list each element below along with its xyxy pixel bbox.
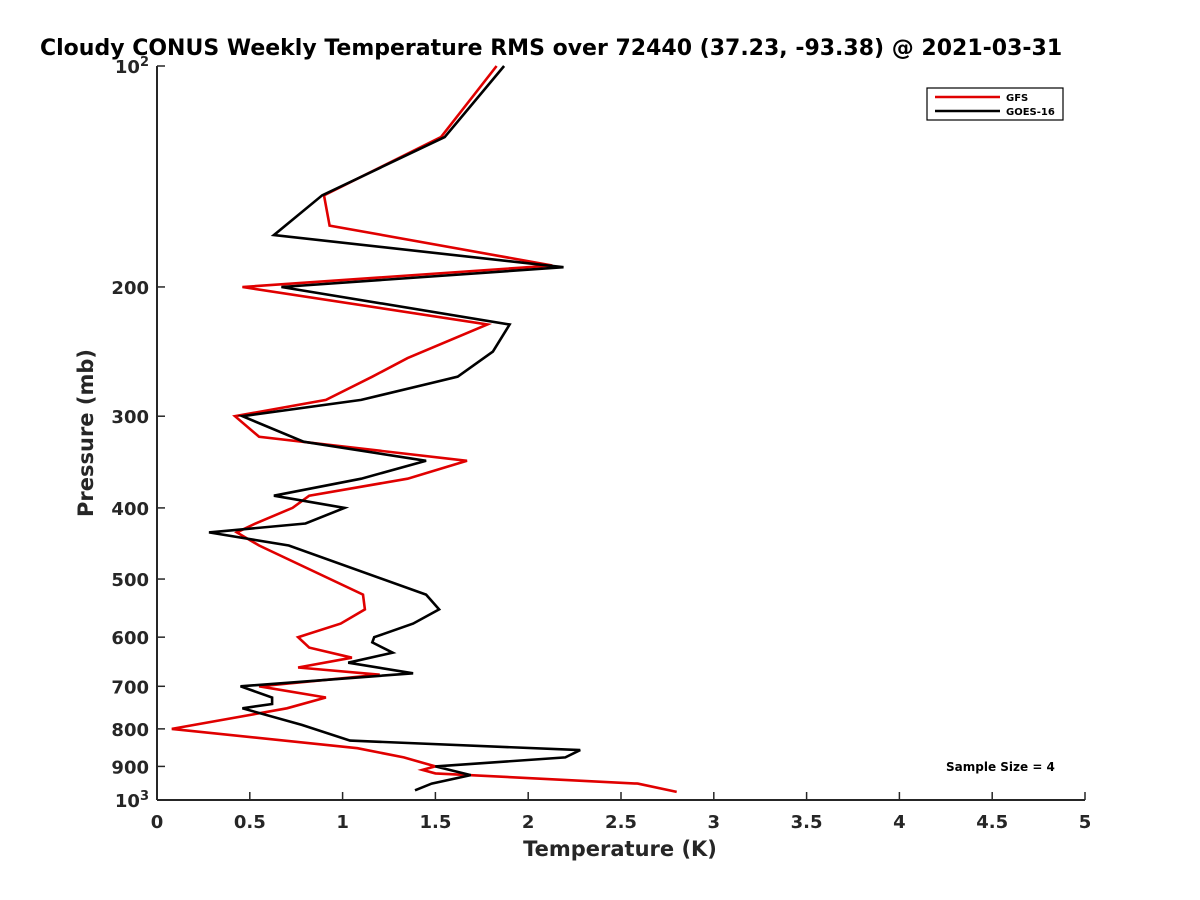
x-tick-label: 1.5 xyxy=(419,812,451,833)
y-tick-label: 400 xyxy=(111,499,149,520)
x-axis: 0 0.5 1 1.5 2 2.5 3 3.5 4 4.5 5 xyxy=(151,792,1092,833)
y-tick-label: 700 xyxy=(111,677,149,698)
x-tick-label: 2 xyxy=(522,812,535,833)
x-tick-label: 4.5 xyxy=(976,812,1008,833)
x-tick-label: 3 xyxy=(708,812,721,833)
y-tick-label: 800 xyxy=(111,720,149,741)
y-tick-label: 300 xyxy=(111,407,149,428)
series-line-gfs xyxy=(171,65,677,794)
x-tick-label: 3.5 xyxy=(791,812,823,833)
x-axis-label: Temperature (K) xyxy=(523,837,717,861)
legend: GFS GOES-16 xyxy=(926,87,1064,121)
legend-box xyxy=(926,87,1064,121)
y-tick-label: 600 xyxy=(111,628,149,649)
x-tick-label: 0.5 xyxy=(234,812,266,833)
series-line-goes16 xyxy=(208,65,581,792)
x-tick-label: 2.5 xyxy=(605,812,637,833)
sample-size-annotation: Sample Size = 4 xyxy=(946,760,1055,774)
y-tick-label: 200 xyxy=(111,278,149,299)
x-tick-label: 5 xyxy=(1079,812,1092,833)
x-tick-label: 4 xyxy=(893,812,906,833)
x-tick-label: 0 xyxy=(151,812,164,833)
y-tick-label: 103 xyxy=(115,789,149,813)
legend-label-goes16: GOES-16 xyxy=(1006,107,1055,118)
series-group xyxy=(171,65,677,794)
chart-title: Cloudy CONUS Weekly Temperature RMS over… xyxy=(40,36,1062,61)
y-tick-label: 900 xyxy=(111,757,149,778)
y-tick-label: 500 xyxy=(111,570,149,591)
y-axis-label: Pressure (mb) xyxy=(74,349,98,517)
legend-label-gfs: GFS xyxy=(1006,93,1028,104)
x-tick-label: 1 xyxy=(336,812,349,833)
y-tick-label: 102 xyxy=(115,55,149,79)
y-axis: 102 200 300 400 500 600 700 800 900 103 xyxy=(111,55,165,813)
